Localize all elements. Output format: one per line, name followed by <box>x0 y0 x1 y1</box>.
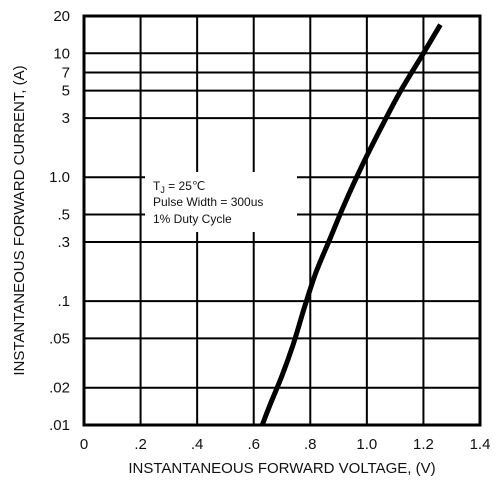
y-tick-label: .1 <box>57 293 70 310</box>
x-tick-label: .8 <box>304 436 317 453</box>
y-tick-label: 3 <box>62 110 70 127</box>
y-tick-label: .02 <box>49 380 70 397</box>
y-tick-label: .01 <box>49 417 70 434</box>
series <box>259 23 443 426</box>
x-tick-label: 1.2 <box>413 436 434 453</box>
y-tick-label: 7 <box>62 64 70 81</box>
y-tick-labels: .01 .02 .05 .1 .3 .5 1.0 3 5 7 10 20 <box>49 8 70 434</box>
x-tick-labels: 0 .2 .4 .6 .8 1.0 1.2 1.4 <box>80 436 491 453</box>
x-tick-label: 1.4 <box>470 436 491 453</box>
x-tick-label: .6 <box>247 436 260 453</box>
annotation-box <box>145 172 297 232</box>
x-tick-label: 1.0 <box>356 436 377 453</box>
y-tick-label: .05 <box>49 330 70 347</box>
plot-frame <box>82 14 482 427</box>
x-tick-label: 0 <box>80 436 88 453</box>
x-axis-title: INSTANTANEOUS FORWARD VOLTAGE, (V) <box>128 460 435 477</box>
y-tick-label: 20 <box>53 8 70 25</box>
y-tick-label: 1.0 <box>49 169 70 186</box>
annotation-line-duty-cycle: 1% Duty Cycle <box>153 212 232 226</box>
y-tick-label: .3 <box>57 234 70 251</box>
y-tick-label: 5 <box>62 83 70 100</box>
annotation-line-pulse-width: Pulse Width = 300us <box>153 195 263 209</box>
y-tick-label: 10 <box>53 45 70 62</box>
x-tick-label: .2 <box>134 436 147 453</box>
forward-curve <box>259 23 443 426</box>
y-axis-title: INSTANTANEOUS FORWARD CURRENT, (A) <box>11 65 28 375</box>
y-tick-label: .5 <box>57 206 70 223</box>
annotation-line-temperature: TJ = 25℃ <box>153 179 205 195</box>
x-tick-label: .4 <box>191 436 204 453</box>
